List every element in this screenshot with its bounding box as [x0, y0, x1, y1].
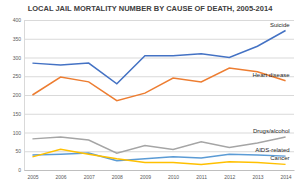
series-label: Drugs/alcohol [253, 128, 290, 134]
y-tick: 50 [15, 148, 294, 154]
x-tick: 2014 [281, 170, 292, 180]
y-axis: 0 50 100 150 200 250 300 350 400 [13, 17, 294, 173]
x-tick-label: 2008 [112, 174, 123, 180]
y-tick-label: 0 [18, 167, 21, 173]
grid-line [24, 114, 294, 115]
plot: 0 50 100 150 200 250 300 350 400 2005 2006 2007 2008… [13, 17, 295, 179]
x-tick-label: 2011 [196, 174, 207, 180]
y-tick-label: 400 [13, 17, 22, 23]
x-tick-label: 2014 [281, 174, 292, 180]
y-tick-label: 50 [15, 148, 21, 154]
x-tick-label: 2013 [252, 174, 263, 180]
chart: LOCAL JAIL MORTALITY NUMBER BY CAUSE OF … [0, 0, 300, 188]
x-tick-label: 2012 [224, 174, 235, 180]
title: LOCAL JAIL MORTALITY NUMBER BY CAUSE OF … [28, 4, 273, 13]
x-tick-label: 2006 [56, 174, 67, 180]
x-tick-label: 2007 [84, 174, 95, 180]
x-tick: 2008 [112, 170, 123, 180]
series-label: Cancer [270, 155, 289, 161]
x-tick: 2005 [27, 170, 38, 180]
x-axis-line [25, 170, 295, 171]
y-tick: 200 [13, 92, 294, 98]
y-tick-label: 100 [13, 130, 22, 136]
y-tick: 150 [13, 111, 294, 117]
series-label: Heart disease [253, 72, 291, 78]
x-tick: 2010 [168, 170, 179, 180]
y-tick: 100 [13, 130, 294, 136]
y-tick: 350 [13, 36, 294, 42]
grid-line [24, 39, 294, 40]
y-tick: 0 [18, 167, 294, 173]
series-label: AIDS-related [255, 147, 289, 153]
y-axis-line [25, 21, 295, 171]
x-tick: 2009 [140, 170, 151, 180]
grid-line [24, 170, 294, 171]
x-tick: 2011 [196, 170, 207, 180]
x-axis: 2005 2006 2007 2008 2009 2010 2011 2012 2013 2014 [25, 170, 295, 180]
series-line [32, 153, 285, 161]
y-tick-label: 200 [13, 92, 22, 98]
x-tick-label: 2005 [27, 174, 38, 180]
y-tick-label: 300 [13, 55, 22, 61]
y-tick-label: 250 [13, 73, 22, 79]
grid-line [24, 20, 294, 21]
series-line [32, 149, 285, 164]
y-tick-label: 350 [13, 36, 22, 42]
series-labels: Suicide Heart disease Drugs/alcohol AIDS-re… [253, 22, 291, 162]
y-tick: 400 [13, 17, 294, 23]
y-tick-label: 150 [13, 111, 22, 117]
x-tick-label: 2009 [140, 174, 151, 180]
grid-line [24, 58, 294, 59]
grid-line [24, 151, 294, 152]
x-tick: 2012 [224, 170, 235, 180]
x-tick: 2007 [84, 170, 95, 180]
x-tick: 2013 [252, 170, 263, 180]
lines [32, 31, 285, 165]
series-line [32, 68, 285, 101]
grid-line [24, 95, 294, 96]
series-label: Suicide [270, 22, 290, 28]
x-tick: 2006 [56, 170, 67, 180]
x-tick-label: 2010 [168, 174, 179, 180]
series-line [32, 31, 285, 84]
